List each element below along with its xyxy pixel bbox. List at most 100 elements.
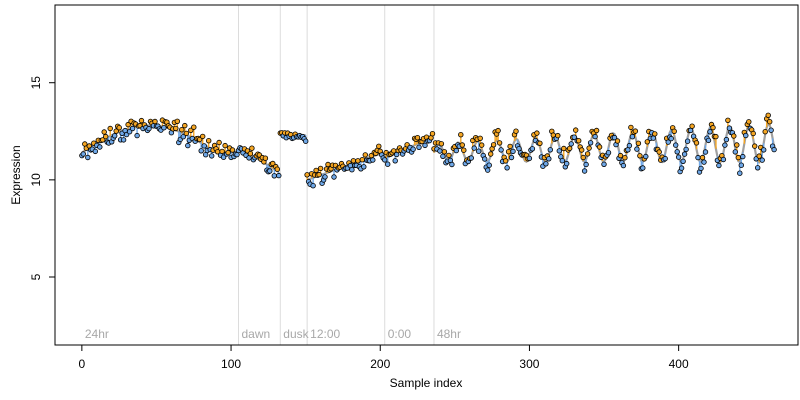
data-point: [743, 132, 749, 139]
data-point: [416, 144, 422, 150]
data-point: [208, 153, 215, 159]
data-point: [547, 147, 553, 153]
plot-frame: [54, 4, 799, 346]
data-point: [107, 125, 113, 132]
data-point: [699, 154, 706, 161]
data-point: [476, 148, 482, 154]
data-point: [705, 137, 712, 144]
data-point: [453, 147, 459, 154]
region-labels: 24hr dawn dusk 12:00 0:00 48hr: [85, 327, 461, 341]
data-point: [644, 139, 650, 145]
data-point: [370, 157, 376, 163]
data-point: [482, 156, 488, 162]
data-point: [468, 155, 474, 161]
region-label: 24hr: [85, 327, 109, 341]
data-point: [689, 123, 695, 129]
x-tick-label: 100: [221, 357, 241, 371]
data-point: [191, 124, 197, 130]
data-point: [534, 130, 540, 136]
data-point: [350, 158, 357, 164]
data-point: [459, 142, 465, 148]
data-point: [559, 157, 565, 164]
data-point: [392, 158, 398, 164]
data-point: [513, 128, 519, 134]
data-point: [361, 164, 367, 170]
data-point: [185, 142, 191, 149]
data-point: [592, 133, 598, 140]
data-point: [576, 137, 582, 144]
data-point: [713, 133, 719, 140]
x-tick-label: 0: [79, 357, 86, 371]
data-point: [556, 148, 562, 154]
region-label: dawn: [242, 327, 271, 341]
data-point: [304, 172, 310, 178]
data-point: [229, 147, 236, 153]
data-point: [220, 154, 227, 160]
data-point: [146, 125, 152, 132]
data-point: [182, 122, 188, 129]
data-point: [637, 153, 643, 159]
data-point: [99, 137, 106, 143]
data-point: [596, 144, 603, 150]
data-point: [583, 161, 589, 168]
x-tick-label: 400: [669, 357, 689, 371]
data-point: [698, 165, 704, 172]
data-point: [325, 161, 331, 168]
data-point: [617, 152, 624, 159]
data-point: [113, 128, 119, 134]
data-point: [134, 132, 140, 139]
data-point: [125, 121, 131, 128]
data-point: [225, 149, 231, 156]
data-point: [662, 155, 668, 162]
data-point: [695, 154, 701, 161]
data-point: [755, 165, 761, 171]
data-point: [601, 161, 607, 167]
data-point: [526, 155, 533, 162]
data-point: [678, 165, 685, 171]
data-point: [750, 130, 756, 137]
data-point: [317, 165, 324, 172]
x-tick-label: 300: [519, 357, 539, 371]
data-point: [626, 142, 633, 149]
data-point: [152, 118, 158, 125]
data-point: [310, 182, 316, 189]
data-point: [740, 153, 746, 160]
data-point: [471, 145, 477, 151]
data-point: [640, 165, 646, 171]
region-label: dusk: [283, 327, 309, 341]
data-point: [587, 140, 594, 146]
data-point: [174, 118, 180, 124]
data-point: [173, 125, 179, 132]
data-point: [129, 125, 136, 132]
data-point: [643, 153, 649, 160]
data-point: [735, 154, 741, 161]
data-point: [205, 137, 212, 144]
y-axis-title: Expression: [9, 145, 23, 204]
data-point: [716, 162, 722, 169]
data-point: [502, 158, 509, 164]
data-point: [111, 133, 118, 139]
data-point: [349, 166, 355, 173]
data-point: [267, 168, 273, 174]
data-point: [477, 135, 483, 141]
data-point: [710, 124, 716, 131]
data-point: [707, 129, 713, 135]
data-point: [496, 140, 503, 146]
data-point: [738, 162, 744, 168]
data-point: [440, 153, 446, 159]
data-point: [665, 139, 671, 145]
data-point: [120, 137, 127, 143]
data-point: [92, 148, 98, 155]
data-point: [376, 143, 382, 149]
data-point: [529, 146, 536, 152]
data-point: [693, 140, 700, 146]
data-point: [438, 141, 445, 147]
data-point: [573, 127, 579, 133]
data-point: [510, 148, 516, 155]
data-point: [720, 156, 727, 163]
data-point: [681, 151, 688, 157]
data-point: [449, 161, 455, 168]
data-point: [359, 156, 365, 163]
data-point: [756, 153, 762, 159]
